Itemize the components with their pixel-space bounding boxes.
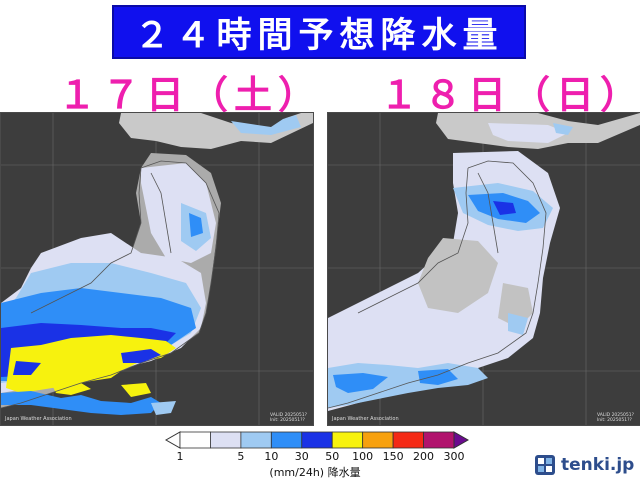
- legend-tick-label: 30: [294, 450, 309, 463]
- map-credit-17: Japan Weather Association: [5, 416, 72, 422]
- map-valid-date-17: VALID 2025051?: [269, 413, 307, 418]
- tenki-logo-icon: [533, 453, 557, 477]
- legend-arrow-high: [453, 431, 470, 449]
- legend-arrow-low: [164, 431, 181, 449]
- legend-swatch: [179, 431, 211, 449]
- legend-swatch: [331, 431, 364, 449]
- legend-color-bar: [164, 431, 470, 449]
- legend-tick-label: 50: [325, 450, 340, 463]
- legend-tick-label: 1: [176, 450, 184, 463]
- legend-swatch: [240, 431, 272, 449]
- map-init-date-17: Init: 2025051??: [269, 418, 305, 423]
- legend-tick-label: 5: [237, 450, 245, 463]
- day-label-17: １７日（土）: [58, 73, 323, 117]
- precipitation-map-17: Japan Weather Association VALID 2025051?…: [0, 112, 314, 426]
- legend-ticks: 1 5 10 30 50 100 150 200 300: [158, 450, 472, 464]
- map-graphic-17: [1, 113, 313, 425]
- page-title: ２４時間予想降水量: [112, 5, 526, 59]
- legend-swatch: [301, 431, 333, 449]
- day-label-18: １８日（日）: [380, 73, 640, 117]
- map-valid-date-18: VALID 2025051?: [596, 413, 634, 418]
- legend-tick-label: 200: [413, 450, 435, 463]
- legend-swatch: [270, 431, 303, 449]
- legend-swatch: [392, 431, 424, 449]
- legend-swatch: [362, 431, 394, 449]
- map-valid-17: VALID 2025051? Init: 2025051??: [270, 413, 307, 423]
- legend-unit: (mm/24h) 降水量: [269, 466, 361, 479]
- tenki-logo: tenki.jp: [533, 452, 639, 478]
- legend-swatch: [210, 431, 242, 449]
- precipitation-legend: 1 5 10 30 50 100 150 200 300 (mm/24h) 降水量: [158, 428, 472, 479]
- legend-tick-label: 10: [264, 450, 279, 463]
- legend-swatch: [423, 431, 455, 449]
- legend-tick-label: 300: [443, 450, 465, 463]
- legend-tick-label: 150: [382, 450, 404, 463]
- precipitation-map-18: Japan Weather Association VALID 2025051?…: [327, 112, 640, 426]
- map-init-date-18: Init: 2025051??: [596, 418, 632, 423]
- map-credit-18: Japan Weather Association: [332, 416, 399, 422]
- map-valid-18: VALID 2025051? Init: 2025051??: [597, 413, 634, 423]
- legend-tick-label: 100: [352, 450, 374, 463]
- map-graphic-18: [328, 113, 640, 425]
- tenki-logo-text: tenki.jp: [561, 455, 635, 475]
